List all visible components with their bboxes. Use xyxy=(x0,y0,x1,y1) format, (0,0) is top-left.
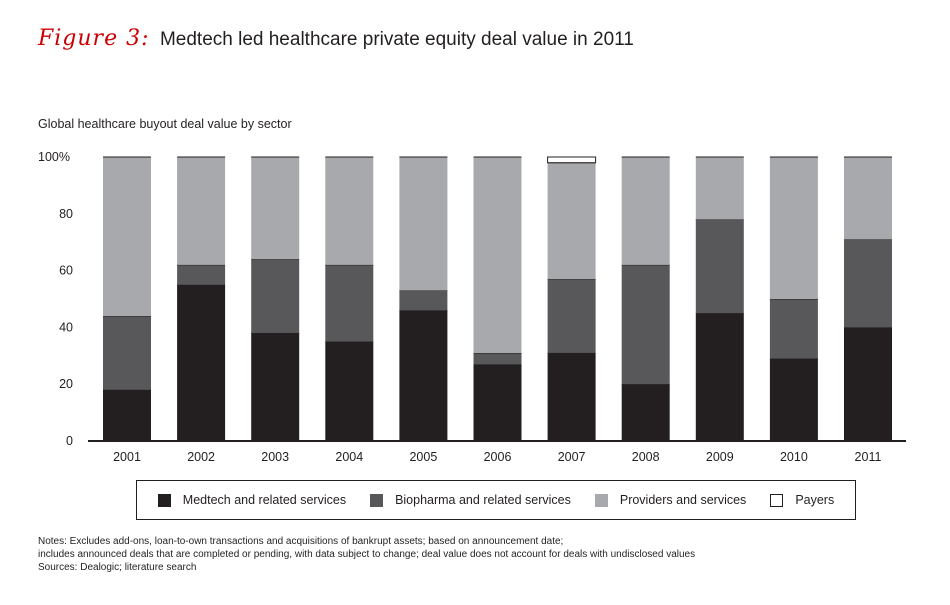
bar-biopharma-2001 xyxy=(103,316,151,390)
chart-notes: Notes: Excludes add-ons, loan-to-own tra… xyxy=(38,535,695,574)
bar-medtech-2010 xyxy=(769,358,818,441)
notes-line-2: includes announced deals that are comple… xyxy=(38,549,696,560)
bar-providers-2010 xyxy=(769,157,818,299)
bar-medtech-2004 xyxy=(325,341,374,441)
bar-biopharma-2008 xyxy=(621,264,670,385)
x-tick-label-2002: 2002 xyxy=(187,450,215,464)
x-tick-label-2001: 2001 xyxy=(113,450,141,464)
legend-item-payers: Payers xyxy=(770,493,834,507)
x-tick-label-2005: 2005 xyxy=(409,450,437,464)
bar-biopharma-2003 xyxy=(251,259,300,333)
bar-providers-2009 xyxy=(695,157,744,220)
bar-medtech-2003 xyxy=(251,333,300,441)
bar-providers-2002 xyxy=(177,157,226,265)
figure-label: Figure 3: xyxy=(38,26,150,51)
legend-swatch-providers xyxy=(594,493,608,507)
bar-medtech-2007 xyxy=(547,353,596,441)
bar-providers-2008 xyxy=(621,157,670,265)
x-tick-label-2007: 2007 xyxy=(558,450,586,464)
x-tick-label-2008: 2008 xyxy=(632,450,660,464)
bar-biopharma-2006 xyxy=(473,353,522,365)
legend-label-payers: Payers xyxy=(795,493,835,507)
x-tick-label-2011: 2011 xyxy=(855,450,882,464)
bar-biopharma-2011 xyxy=(844,239,892,328)
y-tick-label-100: 100% xyxy=(38,150,70,164)
legend-item-providers: Providers and services xyxy=(594,493,747,507)
bar-providers-2004 xyxy=(325,157,374,265)
bar-providers-2005 xyxy=(399,157,448,291)
bar-payers-2007 xyxy=(547,156,597,164)
x-tick-label-2006: 2006 xyxy=(484,450,512,464)
bar-biopharma-2002 xyxy=(177,264,226,285)
bar-biopharma-2004 xyxy=(325,264,374,342)
legend-swatch-medtech xyxy=(157,493,171,507)
chart-title: Medtech led healthcare private equity de… xyxy=(159,29,634,50)
bar-medtech-2008 xyxy=(621,384,670,441)
y-tick-label-60: 60 xyxy=(59,264,73,278)
bar-biopharma-2009 xyxy=(695,219,744,314)
x-tick-label-2003: 2003 xyxy=(261,450,289,464)
y-tick-label-0: 0 xyxy=(66,434,73,448)
chart-legend: Medtech and related services Biopharma a… xyxy=(136,480,856,520)
bar-providers-2007 xyxy=(547,162,596,280)
bar-medtech-2002 xyxy=(177,284,226,441)
bar-medtech-2006 xyxy=(473,364,522,441)
y-tick-label-40: 40 xyxy=(59,320,73,334)
bar-medtech-2011 xyxy=(844,327,892,441)
x-tick-label-2004: 2004 xyxy=(335,450,363,464)
legend-label-medtech: Medtech and related services xyxy=(182,493,347,507)
bar-providers-2003 xyxy=(251,157,300,260)
y-tick-label-80: 80 xyxy=(59,207,73,221)
bar-biopharma-2007 xyxy=(547,279,596,353)
y-tick-label-20: 20 xyxy=(59,377,73,391)
bar-providers-2001 xyxy=(103,157,151,316)
bar-biopharma-2010 xyxy=(769,299,818,359)
bar-medtech-2001 xyxy=(103,389,151,441)
bar-biopharma-2005 xyxy=(399,290,448,311)
bar-medtech-2009 xyxy=(695,313,744,441)
bar-medtech-2005 xyxy=(399,310,448,441)
chart-subtitle: Global healthcare buyout deal value by s… xyxy=(38,117,292,131)
notes-line-3: Sources: Dealogic; literature search xyxy=(38,562,197,573)
x-tick-label-2010: 2010 xyxy=(780,450,808,464)
legend-item-medtech: Medtech and related services xyxy=(157,493,347,507)
legend-label-biopharma: Biopharma and related services xyxy=(395,493,571,507)
notes-line-1: Notes: Excludes add-ons, loan-to-own tra… xyxy=(38,536,564,547)
legend-label-providers: Providers and services xyxy=(619,493,747,507)
figure-title: Figure 3: Medtech led healthcare private… xyxy=(38,26,634,51)
legend-swatch-biopharma xyxy=(370,493,384,507)
legend-swatch-payers xyxy=(770,493,784,507)
stacked-bar-chart: 0 20 40 60 80 100% 2001 2002 2003 2004 2005 2006 200… xyxy=(38,150,906,464)
bar-providers-2006 xyxy=(473,157,522,353)
legend-item-biopharma: Biopharma and related services xyxy=(370,493,571,507)
x-tick-label-2009: 2009 xyxy=(706,450,734,464)
bar-providers-2011 xyxy=(844,157,892,240)
